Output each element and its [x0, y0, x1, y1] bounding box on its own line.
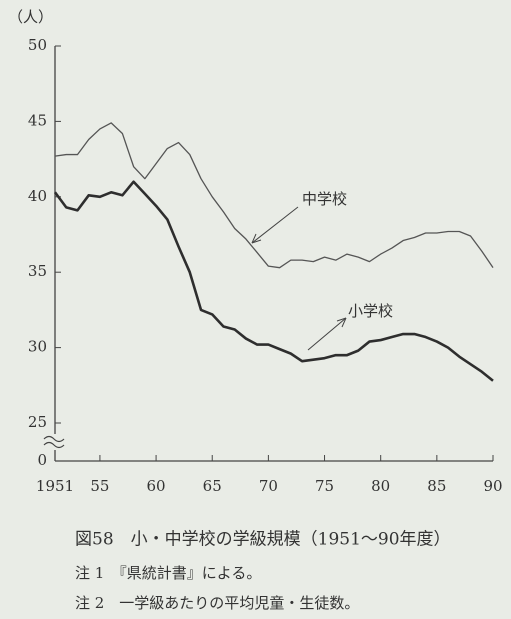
- x-tick-label: 55: [90, 477, 109, 495]
- series-label: 中学校: [302, 190, 347, 208]
- arrow-head: [251, 233, 262, 244]
- y-tick-label: 0: [37, 451, 47, 469]
- x-tick-label: 90: [483, 477, 502, 495]
- y-tick-label: 35: [28, 262, 47, 280]
- x-tick-label: 85: [427, 477, 446, 495]
- leader-line: [251, 206, 299, 244]
- y-tick-label: 30: [28, 338, 47, 356]
- x-tick-label: 65: [203, 477, 222, 495]
- x-tick-label: 70: [259, 477, 278, 495]
- y-axis-label: （人）: [8, 8, 53, 26]
- series-label: 小学校: [348, 302, 393, 320]
- axis-break: [43, 435, 65, 449]
- x-tick-label: 60: [147, 477, 166, 495]
- y-tick-label: 25: [28, 413, 47, 431]
- note: 注 2 一学級あたりの平均児童・生徒数。: [75, 594, 359, 612]
- x-tick-label: 1951: [36, 477, 74, 495]
- x-tick-label: 80: [371, 477, 390, 495]
- series-line: [53, 180, 494, 382]
- leader-line: [307, 317, 347, 351]
- y-tick-label: 50: [28, 36, 47, 54]
- caption: 図58 小・中学校の学級規模（1951～90年度）: [75, 530, 451, 550]
- series-line: [54, 122, 494, 269]
- x-tick-label: 75: [315, 477, 334, 495]
- y-tick-label: 40: [28, 187, 47, 205]
- note: 注 1 『県統計書』による。: [75, 564, 261, 582]
- y-tick-label: 45: [28, 111, 47, 129]
- arrow-head: [336, 317, 347, 328]
